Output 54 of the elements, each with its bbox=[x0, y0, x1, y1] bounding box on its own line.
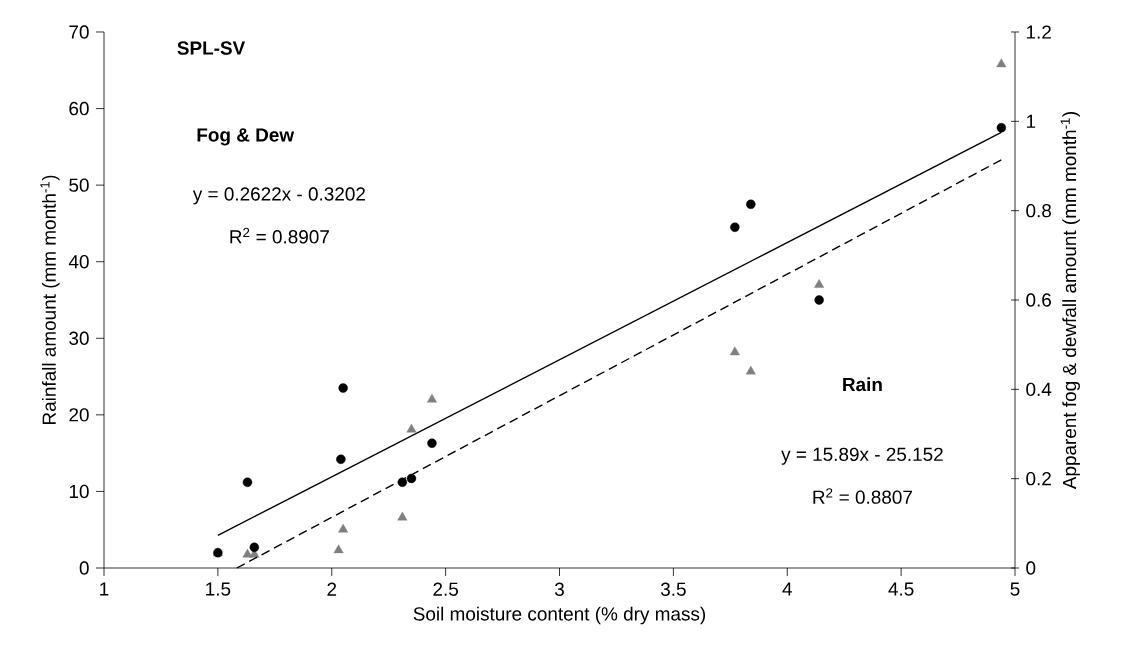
y2-axis-title: Apparent fog & dewfall amount (mm month$^{-1}$) bbox=[1060, 111, 1080, 490]
point bbox=[745, 365, 756, 375]
point bbox=[427, 438, 437, 448]
point bbox=[996, 58, 1007, 68]
annotation: Fog & Dew bbox=[197, 128, 295, 146]
annotation: R$^{2}$ = 0.8807 bbox=[813, 488, 912, 504]
x-tick-label: 1 bbox=[100, 582, 109, 596]
x-axis-title: Soil moisture content (% dry mass) bbox=[413, 606, 706, 625]
y-tick-label: 20 bbox=[69, 408, 89, 422]
y-tick-label: 0 bbox=[79, 561, 89, 575]
point bbox=[338, 523, 349, 533]
point bbox=[397, 511, 408, 521]
chart-title: SPL-SV bbox=[177, 41, 246, 55]
y-tick-label: 30 bbox=[69, 331, 89, 345]
point bbox=[249, 542, 260, 553]
y-tick-label: 10 bbox=[69, 484, 89, 499]
y2-tick-label: 0 bbox=[1026, 561, 1036, 575]
point bbox=[729, 346, 740, 356]
point bbox=[336, 454, 346, 464]
point bbox=[397, 477, 408, 487]
point bbox=[242, 477, 253, 487]
point bbox=[996, 123, 1007, 133]
y2-tick-label: 0.8 bbox=[1026, 203, 1052, 218]
y-tick-label: 50 bbox=[69, 178, 89, 192]
x-tick-label: 4 bbox=[782, 582, 792, 596]
x-tick-label: 1.5 bbox=[206, 582, 231, 596]
y-axis-title: Rainfall amount (mm month$^{-1}$) bbox=[40, 175, 60, 424]
y2-tick-label: 1 bbox=[1026, 114, 1036, 128]
x-tick-label: 5 bbox=[1010, 582, 1020, 596]
point bbox=[427, 393, 437, 403]
x-tick-label: 3.5 bbox=[660, 582, 686, 596]
point bbox=[730, 222, 740, 232]
annotation: y = 15.89x - 25.152 bbox=[781, 447, 943, 465]
x-tick-label: 2.5 bbox=[433, 582, 458, 596]
annotation: R$^{2}$ = 0.8907 bbox=[230, 227, 329, 244]
y-tick-label: 70 bbox=[69, 25, 89, 39]
y2-tick-label: 0.2 bbox=[1026, 471, 1051, 486]
point bbox=[406, 473, 417, 484]
annotation: Rain bbox=[843, 377, 882, 392]
point bbox=[406, 423, 417, 433]
point bbox=[746, 199, 756, 209]
y-tick-label: 40 bbox=[68, 255, 89, 269]
x-tick-label: 3 bbox=[554, 582, 564, 596]
y-tick-label: 60 bbox=[69, 101, 89, 116]
point bbox=[338, 383, 348, 393]
annotation: y = 0.2622x - 0.3202 bbox=[192, 187, 365, 205]
x-tick-label: 2 bbox=[327, 582, 337, 596]
point bbox=[333, 544, 344, 554]
y2-tick-label: 0.6 bbox=[1026, 293, 1051, 307]
point bbox=[814, 279, 825, 288]
y2-tick-label: 0.4 bbox=[1026, 382, 1052, 397]
x-tick-label: 4.5 bbox=[888, 582, 914, 596]
y2-tick-label: 1.2 bbox=[1026, 25, 1051, 39]
point bbox=[814, 295, 824, 305]
